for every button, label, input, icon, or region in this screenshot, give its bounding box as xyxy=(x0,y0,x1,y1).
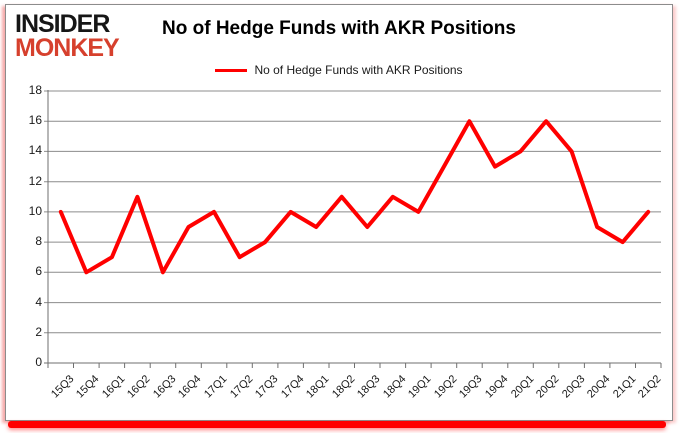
y-axis-tick-label: 14 xyxy=(28,143,42,158)
y-axis-tick-label: 16 xyxy=(28,113,42,128)
chart-canvas xyxy=(44,90,662,368)
legend-line-swatch xyxy=(215,68,248,72)
y-axis-tick-label: 10 xyxy=(28,203,42,218)
y-axis-tick-label: 4 xyxy=(35,294,42,309)
y-axis-tick-label: 2 xyxy=(35,324,42,339)
y-axis-tick-label: 18 xyxy=(28,83,42,97)
y-axis-tick-label: 12 xyxy=(28,173,42,188)
logo-line2: MONKEY xyxy=(15,34,120,62)
logo-line1: INSIDER xyxy=(15,10,110,38)
y-axis-tick-label: 6 xyxy=(35,264,42,279)
series-line xyxy=(58,119,651,275)
legend: No of Hedge Funds with AKR Positions xyxy=(6,62,672,78)
insider-monkey-logo: INSIDER MONKEY xyxy=(15,10,120,62)
y-axis-tick-label: 8 xyxy=(35,234,42,249)
chart-frame: INSIDER MONKEY No of Hedge Funds with AK… xyxy=(5,4,673,421)
red-bottom-bar xyxy=(8,421,666,428)
legend-label: No of Hedge Funds with AKR Positions xyxy=(254,63,463,77)
y-axis-tick-label: 0 xyxy=(35,355,42,369)
page-title: No of Hedge Funds with AKR Positions xyxy=(162,18,516,39)
